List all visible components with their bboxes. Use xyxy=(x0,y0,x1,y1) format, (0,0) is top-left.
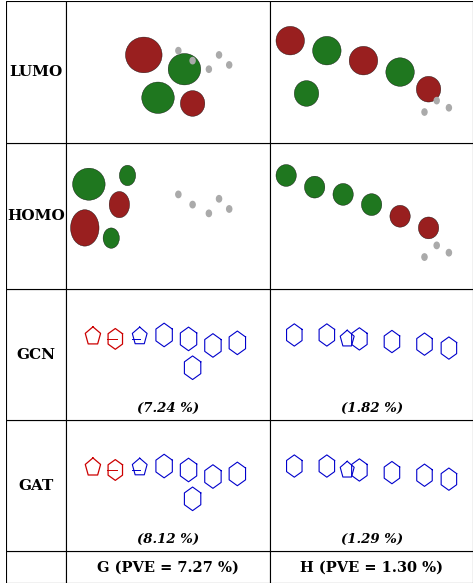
Bar xyxy=(66,1,270,144)
Ellipse shape xyxy=(390,206,410,227)
Ellipse shape xyxy=(294,81,319,106)
Circle shape xyxy=(176,191,181,197)
Ellipse shape xyxy=(168,54,201,85)
Text: H (PVE = 1.30 %): H (PVE = 1.30 %) xyxy=(300,560,443,574)
Ellipse shape xyxy=(349,46,378,75)
Ellipse shape xyxy=(73,168,105,200)
Ellipse shape xyxy=(142,82,174,113)
Circle shape xyxy=(422,254,427,260)
Bar xyxy=(270,289,474,420)
Circle shape xyxy=(227,62,232,68)
Bar xyxy=(6,144,66,289)
Circle shape xyxy=(227,206,232,212)
Ellipse shape xyxy=(416,77,441,102)
Circle shape xyxy=(206,210,211,217)
Circle shape xyxy=(422,109,427,115)
Bar xyxy=(270,1,474,144)
Circle shape xyxy=(217,52,221,58)
Ellipse shape xyxy=(419,217,439,239)
Bar xyxy=(66,420,270,551)
Ellipse shape xyxy=(304,176,325,198)
Circle shape xyxy=(217,196,222,202)
Circle shape xyxy=(447,249,451,256)
Text: (1.82 %): (1.82 %) xyxy=(340,402,402,415)
Ellipse shape xyxy=(386,58,414,86)
Text: GCN: GCN xyxy=(17,347,55,361)
Ellipse shape xyxy=(109,192,129,218)
Ellipse shape xyxy=(181,91,205,116)
Ellipse shape xyxy=(313,36,341,65)
Ellipse shape xyxy=(276,165,296,186)
Bar xyxy=(270,420,474,551)
Ellipse shape xyxy=(126,37,162,73)
Text: (1.29 %): (1.29 %) xyxy=(340,533,402,546)
Circle shape xyxy=(190,57,195,64)
Text: (7.24 %): (7.24 %) xyxy=(137,402,199,415)
Circle shape xyxy=(434,98,439,104)
Bar xyxy=(66,289,270,420)
Text: (8.12 %): (8.12 %) xyxy=(137,533,199,546)
Circle shape xyxy=(176,47,181,54)
Ellipse shape xyxy=(103,228,119,248)
Bar xyxy=(6,551,66,583)
Bar xyxy=(6,420,66,551)
Bar xyxy=(270,551,474,583)
Ellipse shape xyxy=(333,183,353,206)
Text: LUMO: LUMO xyxy=(9,65,63,79)
Ellipse shape xyxy=(276,26,304,55)
Text: GAT: GAT xyxy=(18,479,54,493)
Ellipse shape xyxy=(362,194,382,215)
Ellipse shape xyxy=(119,165,136,186)
Bar xyxy=(6,289,66,420)
Circle shape xyxy=(447,105,451,111)
Bar xyxy=(66,551,270,583)
Ellipse shape xyxy=(71,210,99,246)
Bar xyxy=(66,144,270,289)
Circle shape xyxy=(190,201,195,208)
Circle shape xyxy=(206,66,211,72)
Text: HOMO: HOMO xyxy=(7,209,65,223)
Bar xyxy=(270,144,474,289)
Bar xyxy=(6,1,66,144)
Circle shape xyxy=(434,242,439,249)
Text: G (PVE = 7.27 %): G (PVE = 7.27 %) xyxy=(97,560,239,574)
